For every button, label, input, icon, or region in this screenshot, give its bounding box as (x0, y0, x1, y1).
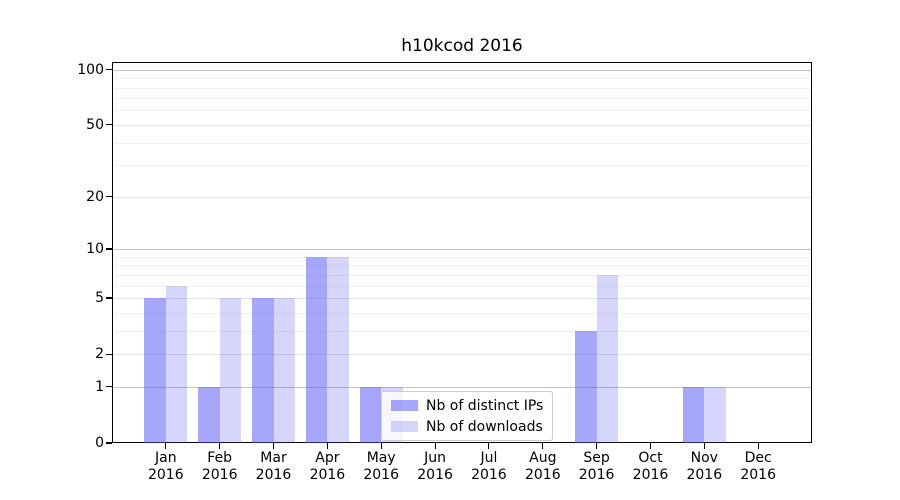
x-tick-oct (649, 443, 652, 449)
y-tick-label-10: 10 (86, 241, 104, 257)
x-tick-feb (219, 443, 221, 449)
x-tick-label-feb: Feb 2016 (201, 450, 238, 483)
legend: Nb of distinct IPs Nb of downloads (381, 391, 554, 441)
bar-ips-sep (575, 330, 597, 443)
x-tick-jun (434, 443, 436, 449)
x-tick-label-apr: Apr 2016 (309, 450, 346, 483)
x-tick-mar (272, 443, 275, 449)
legend-item-downloads: Nb of downloads (391, 418, 543, 435)
bar-downloads-sep (596, 274, 619, 443)
bar-downloads-feb (219, 298, 242, 443)
y-tick-20 (106, 196, 112, 198)
gridline-y-2 (113, 354, 811, 356)
legend-label-distinct-ips: Nb of distinct IPs (426, 397, 544, 414)
y-tick-label-100: 100 (77, 61, 104, 78)
x-tick-jul (488, 443, 490, 449)
x-tick-label-may: May 2016 (363, 450, 399, 483)
y-tick-2 (106, 353, 112, 355)
gridline-y-40 (113, 142, 811, 144)
bar-downloads-jan (165, 285, 188, 443)
x-tick-nov (703, 443, 705, 449)
x-tick-label-jun: Jun 2016 (417, 450, 453, 483)
legend-item-distinct-ips: Nb of distinct IPs (391, 397, 543, 414)
y-tick-label-50: 50 (86, 116, 104, 133)
x-tick-label-aug: Aug 2016 (524, 450, 561, 483)
x-tick-may (380, 443, 382, 449)
y-tick-100 (106, 69, 112, 71)
gridline-y-100 (113, 69, 811, 71)
x-tick-jan (165, 443, 167, 449)
gridline-y-3 (113, 330, 811, 332)
plot-frame (112, 62, 812, 443)
legend-swatch-distinct-ips (391, 400, 418, 411)
y-tick-5 (106, 297, 112, 299)
x-tick-label-dec: Dec 2016 (740, 450, 776, 483)
chart-title: h10kcod 2016 (401, 36, 523, 56)
y-tick-10 (106, 248, 112, 250)
gridline-y-5 (113, 298, 811, 299)
x-tick-label-mar: Mar 2016 (255, 450, 292, 483)
gridline-y-1 (113, 386, 811, 388)
y-tick-label-1: 1 (95, 378, 104, 395)
gridline-y-70 (113, 98, 811, 100)
y-tick-label-20: 20 (86, 188, 104, 205)
gridline-y-7 (113, 274, 811, 276)
gridline-y-50 (113, 124, 811, 126)
bar-ips-mar (252, 298, 274, 443)
x-tick-sep (596, 443, 598, 449)
gridline-y-80 (113, 87, 811, 89)
gridline-y-20 (113, 196, 811, 198)
x-tick-label-jan: Jan 2016 (147, 450, 184, 483)
gridline-y-30 (113, 165, 811, 167)
y-tick-label-2: 2 (95, 346, 104, 363)
gridline-y-4 (113, 312, 811, 314)
x-tick-aug (542, 443, 544, 449)
gridline-y-6 (113, 285, 811, 287)
gridline-y-90 (113, 78, 811, 80)
y-tick-label-5: 5 (95, 290, 104, 306)
x-tick-apr (326, 443, 328, 449)
legend-swatch-downloads (391, 421, 418, 432)
bar-downloads-apr (327, 256, 349, 443)
gridline-y-10 (113, 249, 811, 250)
gridline-y-8 (113, 265, 811, 267)
gridline-y-60 (113, 110, 811, 112)
gridline-y-9 (113, 256, 811, 258)
x-tick-label-sep: Sep 2016 (578, 450, 615, 483)
y-tick-label-0: 0 (95, 435, 104, 451)
bar-ips-apr (305, 256, 328, 443)
y-tick-50 (106, 124, 112, 126)
x-tick-dec (757, 443, 759, 449)
bar-ips-feb (198, 386, 220, 443)
y-tick-0 (106, 442, 112, 444)
x-tick-label-jul: Jul 2016 (471, 450, 507, 483)
bar-ips-may (359, 386, 382, 443)
legend-label-downloads: Nb of downloads (426, 418, 543, 435)
y-tick-1 (106, 386, 112, 388)
x-tick-label-nov: Nov 2016 (686, 450, 723, 483)
bar-ips-jan (144, 298, 166, 443)
bar-downloads-mar (273, 298, 295, 443)
bar-downloads-nov (704, 386, 726, 443)
x-tick-label-oct: Oct 2016 (632, 450, 669, 483)
bar-ips-nov (682, 386, 705, 443)
